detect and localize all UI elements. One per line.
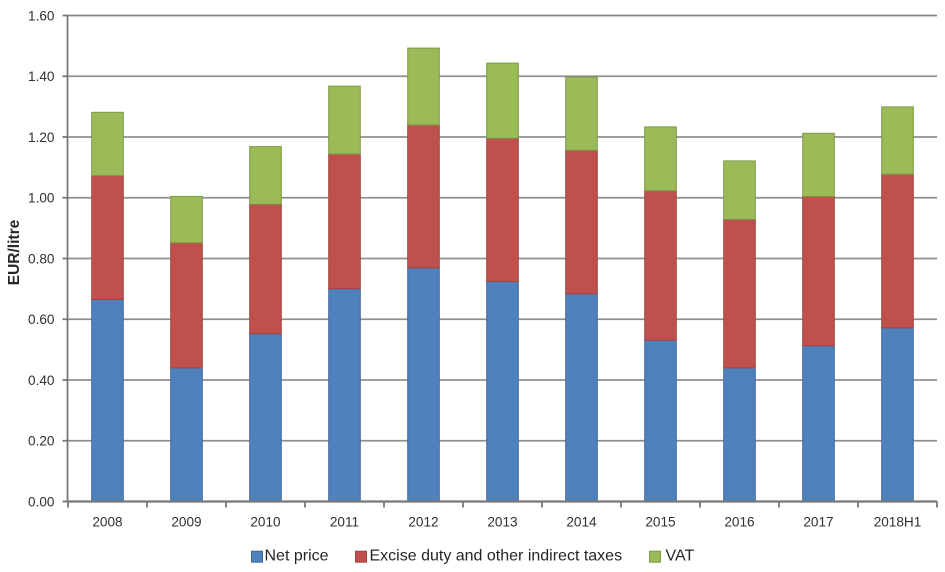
- svg-text:0.20: 0.20: [28, 434, 55, 449]
- svg-text:EUR/litre: EUR/litre: [6, 219, 23, 285]
- svg-text:2010: 2010: [250, 515, 281, 530]
- svg-text:1.60: 1.60: [28, 8, 55, 23]
- svg-text:2009: 2009: [171, 515, 201, 530]
- svg-text:2012: 2012: [408, 515, 438, 530]
- svg-text:2011: 2011: [330, 515, 359, 530]
- svg-text:Excise duty and other indirect: Excise duty and other indirect taxes: [370, 548, 623, 565]
- svg-text:2008: 2008: [92, 515, 122, 530]
- svg-text:2017: 2017: [803, 515, 833, 530]
- svg-text:2014: 2014: [566, 515, 597, 530]
- svg-text:0.80: 0.80: [28, 251, 55, 266]
- svg-text:VAT: VAT: [666, 548, 695, 565]
- svg-text:2015: 2015: [645, 515, 675, 530]
- svg-text:0.00: 0.00: [28, 494, 55, 509]
- svg-text:1.20: 1.20: [28, 130, 55, 145]
- svg-text:1.40: 1.40: [28, 69, 55, 84]
- svg-text:1.00: 1.00: [28, 191, 55, 206]
- svg-text:2018H1: 2018H1: [874, 515, 922, 530]
- svg-text:2016: 2016: [724, 515, 754, 530]
- svg-text:Net price: Net price: [265, 548, 329, 565]
- svg-text:0.40: 0.40: [28, 373, 55, 388]
- svg-text:0.60: 0.60: [28, 312, 55, 327]
- svg-text:2013: 2013: [487, 515, 517, 530]
